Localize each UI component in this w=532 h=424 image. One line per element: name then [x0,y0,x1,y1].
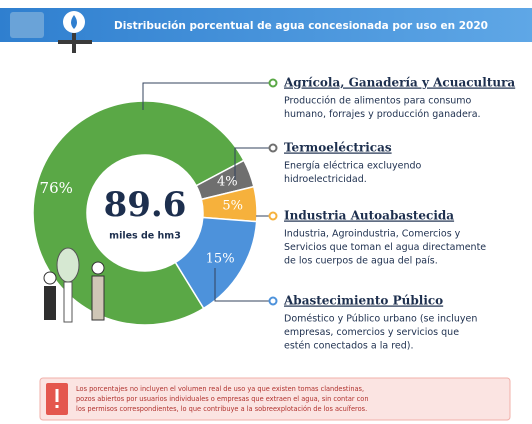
legend-description: Industria, Agroindustria, Comercios y [284,229,461,240]
value-label: 4% [217,174,238,189]
legend-label: Industria Autoabastecida [284,209,454,223]
legend-description: humano, forrajes y producción ganadera. [284,109,481,120]
legend-description: empresas, comercios y servicios que [284,327,459,338]
legend-description: estén conectados a la red). [284,341,414,352]
center-label: miles de hm3 [109,231,181,242]
warning-icon [46,383,68,415]
legend-label: Termoeléctricas [284,141,392,155]
infographic: Distribución porcentual de agua concesio… [0,0,532,424]
legend-marker [270,298,277,305]
footnote-line: Los porcentajes no incluyen el volumen r… [76,385,364,393]
legend-description: hidroelectricidad. [284,174,367,185]
value-label: 5% [222,198,243,213]
legend-label: Abastecimiento Público [283,294,443,308]
legend-label: Agrícola, Ganadería y Acuacultura [283,76,515,90]
chart-title: Distribución porcentual de agua concesio… [114,20,488,32]
center-value: 89.6 [104,185,187,225]
footnote-line: pozos abiertos por usuarios individuales… [76,395,369,403]
legend-marker [270,80,277,87]
legend-description: Doméstico y Público urbano (se incluyen [284,314,477,325]
footnote: Los porcentajes no incluyen el volumen r… [76,385,369,413]
legend-description: Energía eléctrica excluyendo [284,161,422,172]
legend-description: Servicios que toman el agua directamente [284,242,486,253]
legend-description: Producción de alimentos para consumo [284,96,472,107]
footnote-line: los permisos correspondientes, lo que co… [76,405,367,413]
legend-marker [270,213,277,220]
legend-description: de los cuerpos de agua del país. [284,256,438,267]
value-label: 76% [40,179,73,197]
legend-marker [270,145,277,152]
value-label: 15% [206,251,235,266]
